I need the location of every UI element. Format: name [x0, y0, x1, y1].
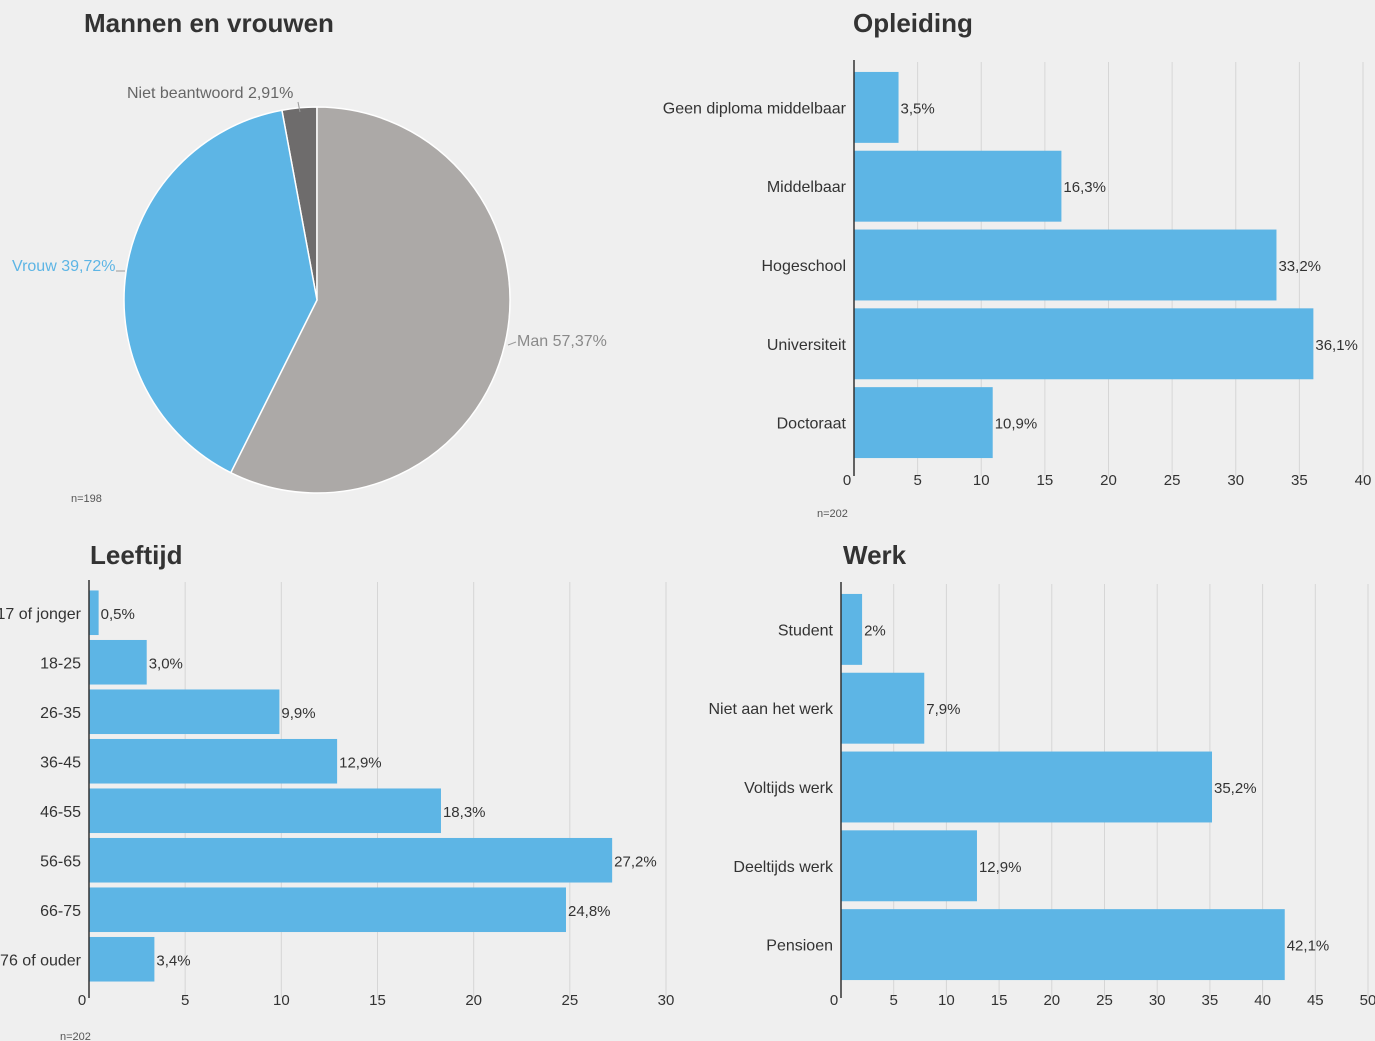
x-tick-label: 15 — [369, 992, 386, 1009]
x-tick-label: 0 — [78, 992, 86, 1009]
x-tick-label: 30 — [1149, 992, 1166, 1009]
x-tick-label: 25 — [561, 992, 578, 1009]
category-label: 18-25 — [40, 655, 81, 672]
pie-label-vrouw: Vrouw 39,72% — [12, 258, 115, 275]
x-tick-label: 5 — [890, 992, 898, 1009]
category-label: Universiteit — [767, 337, 847, 354]
pie-slice-vrouw — [123, 109, 318, 474]
value-label: 9,9% — [281, 705, 315, 722]
leeftijd-bar-chart: 17 of jonger 0,5% 18-25 3,0% 26-35 9,9% 36-45 1… — [0, 580, 675, 1041]
value-label: 18,3% — [443, 804, 486, 821]
x-tick-label: 0 — [843, 472, 851, 489]
pie-label-niet-beantwoord: Niet beantwoord 2,91% — [127, 85, 293, 102]
x-tick-label: 35 — [1202, 992, 1219, 1009]
x-tick-label: 15 — [1037, 472, 1054, 489]
x-tick-label: 45 — [1307, 992, 1324, 1009]
value-label: 16,3% — [1063, 179, 1106, 196]
bar-middelbaar — [854, 150, 1062, 222]
pie-leader-line — [297, 101, 301, 113]
x-tick-label: 10 — [938, 992, 955, 1009]
value-label: 12,9% — [339, 754, 382, 771]
pie-slice-man — [229, 106, 511, 494]
x-tick-label: 20 — [465, 992, 482, 1009]
x-tick-label: 25 — [1164, 472, 1181, 489]
x-tick-label: 20 — [1043, 992, 1060, 1009]
x-tick-label: 35 — [1291, 472, 1308, 489]
value-label: 2% — [864, 622, 886, 639]
x-tick-label: 40 — [1254, 992, 1271, 1009]
category-label: 56-65 — [40, 853, 81, 870]
bar-niet-aan-het-werk — [841, 672, 925, 744]
x-tick-label: 30 — [658, 992, 675, 1009]
bar-26-35 — [89, 689, 280, 735]
bar-universiteit — [854, 308, 1314, 380]
x-tick-label: 10 — [973, 472, 990, 489]
category-label: Pensioen — [766, 938, 833, 955]
bar-76-of-ouder — [89, 936, 155, 982]
gender-chart-title: Mannen en vrouwen — [84, 8, 334, 38]
value-label: 12,9% — [979, 859, 1022, 876]
value-label: 3,5% — [901, 100, 935, 117]
value-label: 33,2% — [1278, 258, 1321, 275]
gender-pie-chart: Niet beantwoord 2,91% Man 57,37% Vrouw 39,… — [12, 85, 607, 505]
category-label: 17 of jonger — [0, 606, 82, 623]
opleiding-bar-chart: Geen diploma middelbaar 3,5% Middelbaar 16,… — [663, 60, 1372, 520]
leeftijd-chart-title: Leeftijd — [90, 540, 183, 570]
value-label: 3,0% — [149, 655, 183, 672]
bar-66-75 — [89, 887, 566, 933]
category-label: Hogeschool — [762, 258, 847, 275]
value-label: 0,5% — [101, 606, 135, 623]
x-tick-label: 5 — [913, 472, 921, 489]
category-label: Doctoraat — [777, 416, 847, 433]
category-label: Geen diploma middelbaar — [663, 100, 847, 117]
bar-18-25 — [89, 639, 147, 685]
category-label: Niet aan het werk — [708, 701, 834, 718]
category-label: Voltijds werk — [744, 780, 834, 797]
bar-doctoraat — [854, 387, 993, 459]
value-label: 7,9% — [926, 701, 960, 718]
bar-17-of-jonger — [89, 590, 99, 636]
category-label: 36-45 — [40, 754, 81, 771]
x-tick-label: 25 — [1096, 992, 1113, 1009]
x-tick-label: 10 — [273, 992, 290, 1009]
value-label: 24,8% — [568, 903, 611, 920]
bar-voltijds-werk — [841, 751, 1213, 823]
value-label: 35,2% — [1214, 780, 1257, 797]
x-tick-label: 30 — [1227, 472, 1244, 489]
category-label: 26-35 — [40, 705, 81, 722]
category-label: 76 of ouder — [0, 952, 82, 969]
value-label: 10,9% — [995, 416, 1038, 433]
x-tick-label: 15 — [991, 992, 1008, 1009]
sample-size: n=202 — [60, 1031, 91, 1041]
bar-pensioen — [841, 909, 1285, 981]
sample-size: n=202 — [817, 508, 848, 520]
bar-hogeschool — [854, 229, 1277, 301]
category-label: Middelbaar — [767, 179, 847, 196]
category-label: 66-75 — [40, 903, 81, 920]
x-tick-label: 40 — [1355, 472, 1372, 489]
bar-46-55 — [89, 788, 441, 834]
category-label: Student — [778, 622, 834, 639]
x-tick-label: 0 — [830, 992, 838, 1009]
pie-leader-line — [507, 341, 517, 346]
pie-label-man: Man 57,37% — [517, 333, 607, 350]
bar-geen-diploma-middelbaar — [854, 71, 899, 143]
x-tick-label: 5 — [181, 992, 189, 1009]
bar-36-45 — [89, 738, 338, 784]
werk-chart-title: Werk — [843, 540, 907, 570]
category-label: Deeltijds werk — [733, 859, 834, 876]
gender-sample-size: n=198 — [71, 493, 102, 505]
category-label: 46-55 — [40, 804, 81, 821]
bar-56-65 — [89, 837, 613, 883]
value-label: 36,1% — [1315, 337, 1358, 354]
opleiding-chart-title: Opleiding — [853, 8, 973, 38]
value-label: 42,1% — [1287, 938, 1330, 955]
x-tick-label: 20 — [1100, 472, 1117, 489]
value-label: 27,2% — [614, 853, 657, 870]
x-tick-label: 50 — [1360, 992, 1375, 1009]
bar-student — [841, 593, 863, 665]
bar-deeltijds-werk — [841, 830, 977, 902]
value-label: 3,4% — [156, 952, 190, 969]
